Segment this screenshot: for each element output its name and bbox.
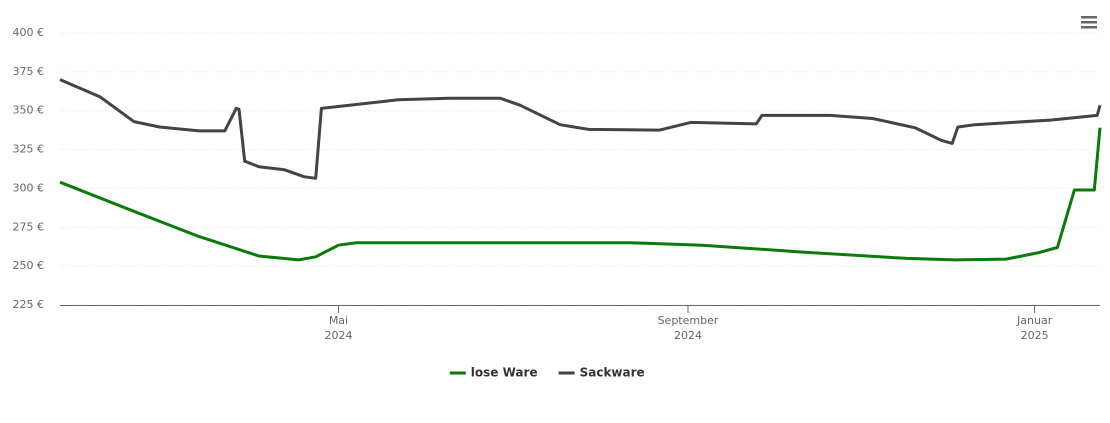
menu-icon-bar: [1081, 21, 1097, 24]
x-tick-label: Mai: [329, 314, 348, 327]
y-tick-label: 350 €: [13, 104, 45, 117]
y-tick-label: 300 €: [13, 181, 45, 194]
legend: lose Ware Sackware: [449, 366, 645, 380]
y-tick-label: 225 €: [13, 298, 45, 311]
x-tick-label: 2025: [1021, 329, 1049, 342]
series-line: [59, 127, 1102, 262]
y-tick-label: 375 €: [13, 65, 45, 78]
x-tick-label: 2024: [324, 329, 352, 342]
y-tick-label: 275 €: [13, 220, 45, 233]
x-tick-label: Januar: [1016, 314, 1053, 327]
legend-item[interactable]: Sackware: [558, 366, 645, 380]
legend-item[interactable]: lose Ware: [449, 366, 538, 380]
menu-button[interactable]: [1080, 14, 1098, 30]
legend-text: Sackware: [580, 366, 645, 380]
x-tick-label: 2024: [674, 329, 702, 342]
x-tick-label: September: [658, 314, 719, 327]
y-tick-label: 250 €: [13, 259, 45, 272]
menu-icon-bar: [1081, 26, 1097, 29]
y-tick-label: 400 €: [13, 26, 45, 39]
series-line: [59, 78, 1102, 180]
menu-icon-bar: [1081, 16, 1097, 19]
y-tick-label: 325 €: [13, 143, 45, 156]
legend-text: lose Ware: [471, 366, 538, 380]
